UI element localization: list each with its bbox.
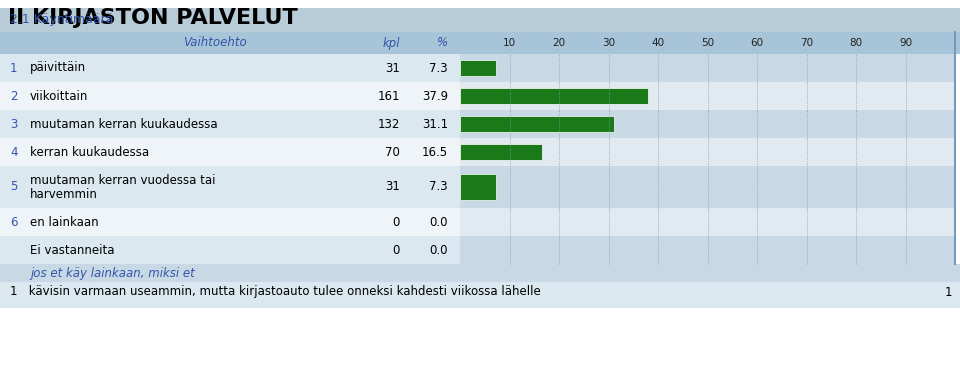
Text: 1: 1 [10, 62, 17, 74]
Text: 80: 80 [850, 38, 863, 48]
Text: Ei vastanneita: Ei vastanneita [30, 244, 114, 256]
Bar [460, 144, 541, 160]
Text: 31: 31 [385, 180, 400, 193]
Bar [460, 32, 955, 54]
Bar [0, 82, 460, 110]
Bar [0, 166, 460, 208]
Text: 4: 4 [10, 146, 17, 158]
Text: 0.0: 0.0 [429, 215, 448, 228]
Text: 31: 31 [385, 62, 400, 74]
Bar [0, 54, 460, 82]
Text: %: % [437, 36, 448, 49]
Bar [0, 236, 460, 264]
Bar [0, 208, 460, 236]
Bar [460, 236, 955, 264]
Text: 20: 20 [552, 38, 565, 48]
Bar [460, 116, 614, 132]
Text: 16.5: 16.5 [421, 146, 448, 158]
Text: 70: 70 [800, 38, 813, 48]
Bar [0, 302, 960, 308]
Text: 5: 5 [10, 180, 17, 193]
Bar [460, 60, 496, 76]
Text: 40: 40 [652, 38, 664, 48]
Text: 7.3: 7.3 [429, 62, 448, 74]
Text: II KIRJASTON PALVELUT: II KIRJASTON PALVELUT [8, 8, 298, 28]
Bar [460, 138, 955, 166]
Bar [0, 138, 460, 166]
Bar [0, 264, 960, 282]
Text: 0.0: 0.0 [429, 244, 448, 256]
Bar [460, 88, 648, 104]
Text: 1: 1 [945, 285, 952, 299]
Bar [460, 82, 955, 110]
Text: 0: 0 [393, 215, 400, 228]
Text: muutaman kerran kuukaudessa: muutaman kerran kuukaudessa [30, 117, 218, 130]
Bar [0, 8, 960, 32]
Bar [0, 32, 960, 54]
Bar [460, 110, 955, 138]
Text: 70: 70 [385, 146, 400, 158]
Text: Vaihtoehto: Vaihtoehto [183, 36, 247, 49]
Text: 161: 161 [377, 90, 400, 103]
Text: 1   kävisin varmaan useammin, mutta kirjastoauto tulee onneksi kahdesti viikossa: 1 kävisin varmaan useammin, mutta kirjas… [10, 285, 540, 299]
Bar [460, 174, 496, 200]
Bar [460, 166, 955, 208]
Text: 31.1: 31.1 [421, 117, 448, 130]
Text: 0: 0 [393, 244, 400, 256]
Text: harvemmin: harvemmin [30, 187, 98, 201]
Text: 2: 2 [10, 90, 17, 103]
Text: 90: 90 [899, 38, 912, 48]
Text: en lainkaan: en lainkaan [30, 215, 99, 228]
Text: kerran kuukaudessa: kerran kuukaudessa [30, 146, 149, 158]
Bar [0, 282, 960, 302]
Text: viikoittain: viikoittain [30, 90, 88, 103]
Text: 132: 132 [377, 117, 400, 130]
Text: jos et käy lainkaan, miksi et: jos et käy lainkaan, miksi et [30, 266, 195, 280]
Text: 6: 6 [10, 215, 17, 228]
Text: 3: 3 [10, 117, 17, 130]
Text: kpl: kpl [382, 36, 400, 49]
Bar [460, 208, 955, 236]
Text: muutaman kerran vuodessa tai: muutaman kerran vuodessa tai [30, 174, 215, 187]
Text: 2.1 Käyntimäärä: 2.1 Käyntimäärä [10, 14, 113, 27]
Bar [460, 54, 955, 82]
Text: 60: 60 [751, 38, 763, 48]
Text: 37.9: 37.9 [421, 90, 448, 103]
Text: 10: 10 [503, 38, 516, 48]
Text: 7.3: 7.3 [429, 180, 448, 193]
Text: päivittäin: päivittäin [30, 62, 86, 74]
Text: 30: 30 [602, 38, 615, 48]
Bar [0, 110, 460, 138]
Text: 50: 50 [701, 38, 714, 48]
